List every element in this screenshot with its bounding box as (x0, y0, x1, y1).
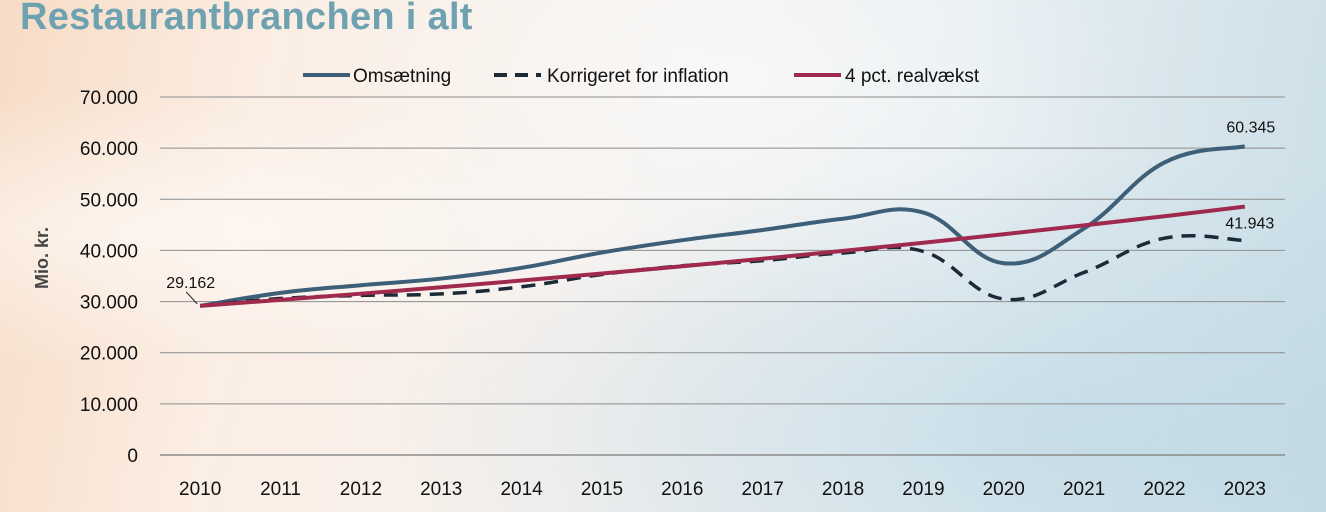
y-axis-label: Mio. kr. (32, 227, 52, 289)
x-tick-label: 2021 (1063, 479, 1105, 500)
x-tick-label: 2011 (260, 479, 301, 500)
legend-item-omsaetning: Omsætning (303, 66, 451, 87)
legend-item-korrigeret-for-inflation: Korrigeret for inflation (494, 66, 729, 87)
x-tick-label: 2023 (1224, 479, 1266, 500)
x-tick-label: 2014 (500, 479, 543, 500)
x-tick-label: 2022 (1143, 479, 1185, 500)
y-tick-label: 20.000 (80, 344, 138, 365)
x-tick-label: 2016 (661, 479, 703, 500)
y-tick-label: 10.000 (80, 395, 138, 416)
legend-label: Omsætning (353, 66, 451, 87)
x-tick-label: 2017 (742, 479, 784, 500)
legend-label: 4 pct. realvækst (845, 66, 980, 87)
y-tick-label: 30.000 (80, 293, 138, 314)
x-tick-label: 2015 (581, 479, 623, 500)
y-axis-ticks: 0 10.000 20.000 30.000 40.000 50.000 60.000 70.… (80, 88, 138, 467)
data-label: 41.943 (1225, 215, 1274, 232)
series-korrigeret-for-inflation (200, 234, 1245, 308)
series-4-pct-realvaekst (200, 204, 1246, 308)
x-tick-label: 2020 (983, 479, 1025, 500)
gridlines (160, 96, 1285, 456)
page-title: Restaurantbranchen i alt (20, 0, 473, 38)
y-tick-label: 0 (127, 446, 138, 467)
y-tick-label: 70.000 (80, 88, 138, 109)
x-tick-label: 2018 (822, 479, 864, 500)
data-labels: 29.162 60.345 41.943 (166, 119, 1275, 305)
data-label: 60.345 (1226, 119, 1275, 136)
data-label-leader (185, 291, 198, 305)
series-omsaetning (199, 144, 1246, 308)
x-tick-label: 2012 (340, 479, 382, 500)
x-tick-label: 2013 (420, 479, 462, 500)
data-label: 29.162 (166, 275, 215, 292)
series-lines (199, 144, 1246, 308)
y-tick-label: 40.000 (80, 241, 138, 262)
y-tick-label: 50.000 (80, 190, 138, 211)
legend-item-4-pct-realvaekst: 4 pct. realvækst (794, 66, 980, 87)
legend: Omsætning Korrigeret for inflation 4 pct. … (303, 66, 980, 87)
x-tick-label: 2010 (179, 479, 221, 500)
legend-label: Korrigeret for inflation (547, 66, 729, 87)
x-axis-ticks: 2010 2011 2012 2013 2014 2015 2016 2017 2018 2019… (179, 479, 1266, 500)
x-tick-label: 2019 (902, 479, 944, 500)
y-tick-label: 60.000 (80, 139, 138, 160)
